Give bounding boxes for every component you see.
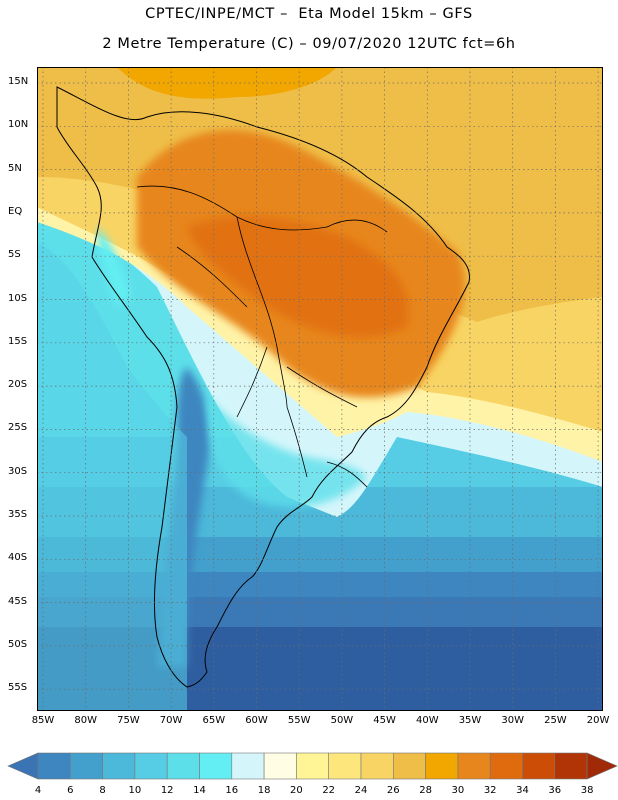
colorbar-tick-label: 26: [386, 785, 400, 796]
colorbar-tick-label: 14: [193, 785, 206, 796]
colorbar-tick-label: 12: [160, 785, 174, 796]
colorbar-left-arrow: [7, 752, 39, 780]
colorbar-tick-label: 8: [99, 785, 106, 796]
country-borders: [136, 185, 388, 488]
latitude-label: 40S: [8, 552, 28, 564]
longitude-label: 70W: [159, 715, 183, 726]
latitude-label: 30S: [8, 465, 28, 477]
colorbar-segment: [231, 752, 265, 780]
longitude-label: 45W: [373, 715, 396, 726]
latitude-label: 10N: [8, 119, 29, 131]
latitude-label: EQ: [8, 205, 23, 217]
longitude-label: 60W: [245, 715, 268, 726]
latitude-label: 55S: [8, 682, 28, 694]
colorbar-segment: [554, 752, 588, 780]
longitude-label: 85W: [31, 715, 55, 726]
longitude-label: 20W: [586, 715, 610, 726]
latitude-label: 5N: [8, 162, 22, 174]
colorbar-segment: [134, 752, 168, 780]
latitude-label: 15N: [8, 76, 29, 87]
colorbar-segment: [425, 752, 459, 780]
longitude-label: 80W: [74, 715, 97, 726]
colorbar-segment: [199, 752, 233, 780]
map-subtitle: 2 Metre Temperature (C) – 09/07/2020 12U…: [102, 36, 516, 52]
longitude-label: 25W: [544, 715, 567, 726]
colorbar-tick-label: 6: [67, 785, 74, 796]
colorbar-tick-label: 30: [451, 785, 465, 796]
temperature-map: [37, 67, 603, 711]
colorbar: [7, 752, 618, 780]
map-title: CPTEC/INPE/MCT – Eta Model 15km – GFS: [145, 6, 473, 22]
graticule: [37, 67, 603, 711]
colorbar-segment: [37, 752, 71, 780]
temperature-field: [37, 67, 603, 711]
colorbar-tick-label: 10: [128, 785, 142, 796]
colorbar-tick-label: 22: [322, 785, 336, 796]
longitude-label: 50W: [330, 715, 354, 726]
colorbar-tick-label: 38: [580, 785, 594, 796]
latitude-label: 5S: [8, 249, 21, 261]
longitude-label: 40W: [415, 715, 439, 726]
colorbar-tick-label: 32: [483, 785, 497, 796]
colorbar-tick-label: 28: [419, 785, 432, 796]
longitude-label: 75W: [117, 715, 140, 726]
colorbar-tick-label: 18: [257, 785, 271, 796]
longitude-label: 30W: [501, 715, 524, 726]
colorbar-segment: [392, 752, 426, 780]
colorbar-right-arrow: [586, 752, 618, 780]
colorbar-segment: [328, 752, 362, 780]
coastline-outline: [56, 86, 471, 688]
map-frame: [37, 67, 603, 711]
colorbar-segment: [102, 752, 136, 780]
longitude-label: 65W: [202, 715, 226, 726]
colorbar-segment: [263, 752, 297, 780]
latitude-label: 20S: [8, 379, 28, 391]
colorbar-tick-label: 4: [34, 785, 42, 796]
colorbar-tick-label: 24: [354, 785, 368, 796]
colorbar-tick-label: 16: [225, 785, 239, 796]
latitude-label: 45S: [8, 595, 28, 607]
map-panel: [37, 67, 603, 711]
colorbar-tick-label: 20: [290, 785, 303, 796]
colorbar-segment: [457, 752, 491, 780]
colorbar-tick-label: 36: [548, 785, 562, 796]
colorbar-tick-label: 34: [516, 785, 529, 796]
latitude-label: 10S: [8, 292, 28, 304]
colorbar-segment: [489, 752, 523, 780]
colorbar-segment: [360, 752, 394, 780]
latitude-label: 35S: [8, 509, 28, 520]
latitude-label: 25S: [8, 422, 28, 434]
longitude-label: 55W: [287, 715, 311, 726]
latitude-label: 15S: [8, 335, 28, 347]
colorbar-segment: [166, 752, 200, 780]
latitude-label: 50S: [8, 638, 28, 650]
colorbar-segment: [296, 752, 329, 780]
colorbar-segment: [70, 752, 103, 780]
longitude-label: 35W: [458, 715, 482, 726]
colorbar-segment: [522, 752, 556, 780]
